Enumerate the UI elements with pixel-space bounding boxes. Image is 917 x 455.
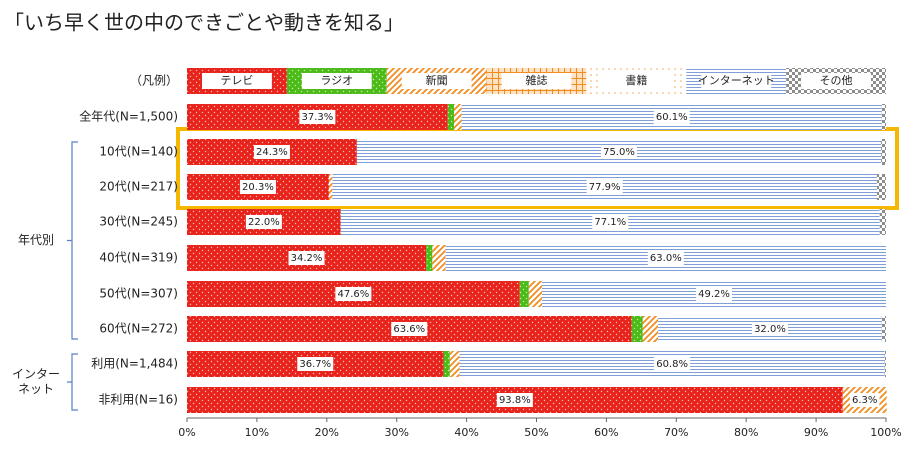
x-tick-label: 10%: [245, 426, 269, 439]
bar-segment: [881, 139, 886, 165]
x-tick-label: 70%: [664, 426, 688, 439]
x-tick-label: 50%: [524, 426, 548, 439]
value-label: 20.3%: [242, 182, 274, 193]
legend-entry: テレビ: [220, 74, 253, 87]
value-label: 6.3%: [852, 395, 877, 406]
legend-entry: ラジオ: [320, 74, 353, 87]
value-label-box: [653, 110, 690, 124]
legend-label-box: [801, 73, 871, 89]
category-label: 40代(N=319): [99, 251, 178, 265]
value-label: 36.7%: [299, 359, 331, 370]
bar-segment: [879, 209, 886, 235]
value-label: 63.0%: [650, 253, 682, 264]
category-label: 20代(N=217): [99, 180, 178, 194]
legend-entry: 新聞: [426, 73, 448, 87]
value-label-box: [600, 145, 637, 159]
x-tick-label: 60%: [594, 426, 618, 439]
value-label: 77.1%: [594, 217, 626, 228]
group-bracket: [67, 141, 78, 340]
x-tick-label: 90%: [804, 426, 828, 439]
category-label: 全年代(N=1,500): [79, 109, 178, 124]
bar-segment: [876, 174, 886, 200]
category-label: 利用(N=1,484): [91, 357, 178, 371]
legend-entry: インターネット: [698, 74, 775, 87]
bar-segment: [454, 104, 462, 130]
x-tick-label: 80%: [734, 426, 758, 439]
value-label: 60.1%: [656, 112, 688, 123]
value-label-box: [335, 287, 372, 301]
value-label: 77.9%: [589, 182, 621, 193]
x-tick-label: 30%: [384, 426, 408, 439]
bar-segment: [328, 174, 333, 200]
value-label-box: [696, 287, 733, 301]
bar-segment: [884, 351, 886, 377]
value-label-box: [245, 215, 282, 229]
value-label: 75.0%: [603, 147, 635, 158]
value-label-box: [288, 251, 325, 265]
legend-label-box: [301, 73, 372, 89]
bar-segment: [631, 316, 643, 342]
bar-segment: [519, 281, 529, 307]
bar-segment: [426, 245, 433, 271]
legend-entry: 雑誌: [526, 73, 548, 87]
bar-segment: [432, 245, 446, 271]
group-label: 年代別: [18, 233, 54, 247]
value-label-box: [647, 251, 684, 265]
group-label: インター: [12, 367, 60, 381]
value-label: 47.6%: [337, 289, 369, 300]
value-label: 93.8%: [499, 395, 531, 406]
bar-segment: [443, 351, 450, 377]
bar-segment: [642, 316, 659, 342]
group-label: ネット: [18, 382, 54, 396]
legend-label-box: [601, 73, 672, 89]
value-label-box: [299, 110, 336, 124]
value-label-box: [297, 357, 334, 371]
legend-label-box: [701, 73, 772, 89]
value-label-box: [239, 180, 276, 194]
category-label: 50代(N=307): [99, 287, 178, 301]
value-label: 63.6%: [393, 324, 425, 335]
value-label: 60.8%: [656, 359, 688, 370]
bar-segment: [528, 281, 543, 307]
value-label: 24.3%: [256, 147, 288, 158]
legend-label-box: [501, 73, 572, 89]
legend-entry: その他: [820, 74, 853, 87]
bar-segment: [447, 104, 455, 130]
chart-title: 「いち早く世の中のできごとや動きを知る」: [4, 11, 404, 35]
value-label-box: [391, 322, 428, 336]
value-label: 49.2%: [698, 289, 730, 300]
category-label: 10代(N=140): [99, 145, 178, 159]
x-tick-label: 0%: [178, 426, 195, 439]
bar-segment: [881, 316, 886, 342]
value-label-box: [751, 322, 788, 336]
legend-label: （凡例）: [130, 74, 178, 88]
value-label: 22.0%: [248, 217, 280, 228]
value-label: 37.3%: [301, 112, 333, 123]
legend-label-box: [202, 73, 272, 89]
bar-segment: [449, 351, 460, 377]
bar-segment: [881, 104, 886, 130]
value-label-box: [849, 393, 880, 407]
group-bracket: [67, 353, 78, 411]
category-label: 30代(N=245): [99, 215, 178, 229]
value-label-box: [592, 215, 629, 229]
legend-entry: 書籍: [625, 73, 647, 87]
x-tick-label: 40%: [454, 426, 478, 439]
category-label: 非利用(N=16): [98, 393, 178, 407]
value-label-box: [496, 393, 533, 407]
legend-label-box: [401, 73, 472, 89]
value-label: 32.0%: [754, 324, 786, 335]
value-label-box: [253, 145, 290, 159]
value-label-box: [586, 180, 623, 194]
category-label: 60代(N=272): [99, 322, 178, 336]
x-tick-label: 100%: [870, 426, 901, 439]
x-tick-label: 20%: [315, 426, 339, 439]
value-label-box: [654, 357, 691, 371]
value-label: 34.2%: [291, 253, 323, 264]
